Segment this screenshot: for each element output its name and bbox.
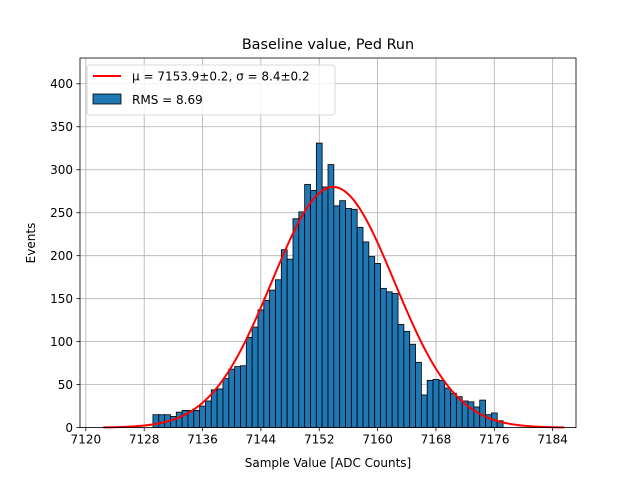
y-axis-ticks: 0 50 100 150 200 250 300 350 400 xyxy=(50,77,80,435)
histogram-bar xyxy=(275,279,282,429)
histogram-bar xyxy=(432,379,440,428)
histogram-bar xyxy=(339,200,346,428)
histogram-bar xyxy=(420,394,428,429)
x-tick-label: 7184 xyxy=(537,433,568,447)
x-tick-label: 7168 xyxy=(421,433,452,447)
histogram-bar xyxy=(240,365,247,429)
y-tick-label: 50 xyxy=(58,378,73,392)
histogram-bar xyxy=(152,414,160,428)
y-tick-label: 300 xyxy=(50,163,73,177)
legend-histogram-label: RMS = 8.69 xyxy=(132,93,203,107)
y-tick-label: 250 xyxy=(50,206,73,220)
histogram-bar xyxy=(315,142,323,428)
histogram-bar xyxy=(380,287,387,428)
histogram-bar xyxy=(286,258,294,429)
histogram-bar xyxy=(467,401,475,429)
histogram-bar xyxy=(292,218,300,428)
gaussian-fit-curve xyxy=(103,185,565,429)
histogram-bar xyxy=(304,183,311,428)
y-tick-label: 350 xyxy=(50,120,73,134)
histogram-bar xyxy=(245,336,253,429)
histogram-bar xyxy=(321,186,329,429)
histogram-bar xyxy=(345,208,352,429)
chart-title: Baseline value, Ped Run xyxy=(242,37,414,53)
histogram-bar xyxy=(280,249,288,429)
legend: μ = 7153.9±0.2, σ = 8.4±0.2 RMS = 8.69 xyxy=(86,64,336,116)
y-tick-label: 100 xyxy=(50,335,73,349)
x-tick-label: 7120 xyxy=(71,433,102,447)
histogram-bar xyxy=(158,414,166,428)
histogram-bar xyxy=(356,226,364,428)
y-axis-label: Events xyxy=(24,223,38,264)
histogram-bar xyxy=(257,309,265,428)
histogram-bar xyxy=(193,410,201,428)
y-tick-label: 200 xyxy=(50,249,73,263)
histogram-bar xyxy=(205,400,212,428)
histogram-bar xyxy=(199,405,206,429)
histogram-bar xyxy=(385,291,393,429)
legend-box xyxy=(86,64,336,116)
legend-fit-label: μ = 7153.9±0.2, σ = 8.4±0.2 xyxy=(132,70,310,84)
histogram-bars xyxy=(152,142,504,429)
histogram-bar xyxy=(362,241,370,428)
histogram-bar xyxy=(298,211,306,429)
histogram-bar xyxy=(234,366,241,429)
y-tick-label: 400 xyxy=(50,77,73,91)
histogram-bar xyxy=(438,379,446,429)
histogram-bar xyxy=(310,189,317,429)
histogram-bar xyxy=(391,293,399,429)
histogram-bar xyxy=(269,289,276,429)
histogram-bar xyxy=(415,361,422,429)
axes-frame xyxy=(79,57,577,429)
histogram-bar xyxy=(403,330,411,428)
x-tick-label: 7176 xyxy=(479,433,510,447)
histogram-bar xyxy=(350,208,358,428)
x-tick-label: 7136 xyxy=(187,433,218,447)
legend-histogram-swatch xyxy=(92,93,122,105)
x-tick-label: 7128 xyxy=(129,433,160,447)
x-tick-label: 7160 xyxy=(362,433,393,447)
histogram-bar xyxy=(409,343,416,429)
x-tick-label: 7144 xyxy=(246,433,277,447)
y-tick-label: 0 xyxy=(65,421,73,435)
x-tick-label: 7152 xyxy=(304,433,335,447)
x-axis-ticks: 7120 7128 7136 7144 7152 7160 7168 7176 7184 xyxy=(71,427,568,447)
histogram-bar xyxy=(263,299,271,428)
histogram-bar xyxy=(222,378,230,428)
histogram-bar xyxy=(368,256,376,428)
histogram-bar xyxy=(450,392,457,428)
histogram-bar xyxy=(175,411,183,428)
histogram-bar xyxy=(327,164,335,428)
histogram-bar xyxy=(216,388,224,428)
histogram-bar xyxy=(210,389,218,428)
histogram-bar xyxy=(374,263,381,428)
histogram-bar xyxy=(228,368,236,429)
histogram-bar xyxy=(333,205,341,428)
histogram-bar xyxy=(251,326,259,429)
y-tick-label: 150 xyxy=(50,292,73,306)
histogram-bar xyxy=(444,387,451,429)
histogram-bar xyxy=(426,379,434,429)
histogram-bar xyxy=(397,324,405,428)
x-axis-label: Sample Value [ADC Counts] xyxy=(245,456,411,470)
